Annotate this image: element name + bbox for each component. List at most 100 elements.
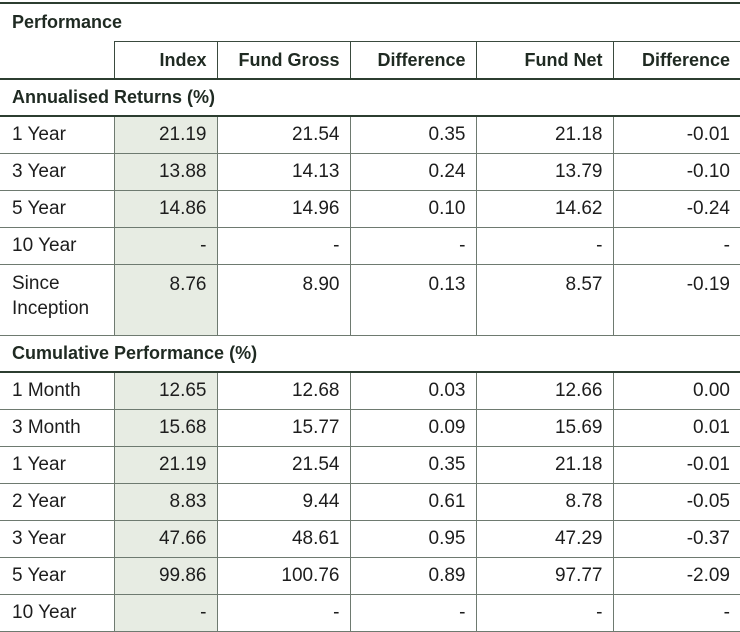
table-cell: 8.90 bbox=[216, 264, 350, 336]
table-cell: -0.01 bbox=[612, 446, 740, 484]
table-cell: 0.35 bbox=[349, 446, 476, 484]
table-cell: 99.86 bbox=[113, 557, 217, 595]
table-cell: 0.95 bbox=[349, 520, 476, 558]
table-cell: -0.24 bbox=[612, 190, 740, 228]
table-row: Since Inception 8.76 8.90 0.13 8.57 -0.19 bbox=[0, 264, 740, 336]
table-cell: -0.37 bbox=[612, 520, 740, 558]
table-cell: 8.83 bbox=[113, 483, 217, 521]
table-row: 10 Year - - - - - bbox=[0, 227, 740, 265]
table-cell: 0.09 bbox=[349, 409, 476, 447]
table-cell: 21.54 bbox=[216, 446, 350, 484]
table-row: 5 Year 99.86 100.76 0.89 97.77 -2.09 bbox=[0, 557, 740, 595]
table-cell: 0.13 bbox=[349, 264, 476, 336]
table-cell: -0.19 bbox=[612, 264, 740, 336]
table-cell: - bbox=[216, 594, 350, 632]
row-label: 10 Year bbox=[0, 227, 114, 265]
table-cell: 21.18 bbox=[475, 116, 613, 154]
table-cell: 0.01 bbox=[612, 409, 740, 447]
row-label-line: Inception bbox=[12, 298, 90, 319]
table-cell: 0.61 bbox=[349, 483, 476, 521]
table-cell: 12.65 bbox=[113, 372, 217, 410]
table-row: 10 Year - - - - - bbox=[0, 594, 740, 632]
table-cell: 0.89 bbox=[349, 557, 476, 595]
table-cell: 100.76 bbox=[216, 557, 350, 595]
table-row: 3 Year 47.66 48.61 0.95 47.29 -0.37 bbox=[0, 520, 740, 558]
table-cell: 0.35 bbox=[349, 116, 476, 154]
table-cell: 12.68 bbox=[216, 372, 350, 410]
table-cell: - bbox=[475, 227, 613, 265]
row-label: 5 Year bbox=[0, 557, 114, 595]
header-row: Index Fund Gross Difference Fund Net Dif… bbox=[0, 41, 740, 80]
table-body: Annualised Returns (%) 1 Year 21.19 21.54 0.… bbox=[0, 79, 740, 632]
table-cell: 14.13 bbox=[216, 153, 350, 191]
table-cell: 47.29 bbox=[475, 520, 613, 558]
table-cell: 47.66 bbox=[113, 520, 217, 558]
panel-title: Performance bbox=[12, 12, 123, 32]
table-cell: -2.09 bbox=[612, 557, 740, 595]
table-cell: - bbox=[113, 594, 217, 632]
table-cell: 14.96 bbox=[216, 190, 350, 228]
row-label-line: Since bbox=[12, 273, 60, 294]
table-cell: 21.19 bbox=[113, 116, 217, 154]
table-cell: 0.03 bbox=[349, 372, 476, 410]
performance-table: Index Fund Gross Difference Fund Net Dif… bbox=[0, 41, 740, 632]
table-row: 3 Month 15.68 15.77 0.09 15.69 0.01 bbox=[0, 409, 740, 447]
table-cell: -0.10 bbox=[612, 153, 740, 191]
row-label: 2 Year bbox=[0, 483, 114, 521]
table-cell: 21.18 bbox=[475, 446, 613, 484]
table-cell: 0.10 bbox=[349, 190, 476, 228]
table-row: 1 Year 21.19 21.54 0.35 21.18 -0.01 bbox=[0, 446, 740, 484]
header-fund-gross: Fund Gross bbox=[216, 41, 350, 80]
table-cell: 8.57 bbox=[475, 264, 613, 336]
row-label: 5 Year bbox=[0, 190, 114, 228]
table-row: 2 Year 8.83 9.44 0.61 8.78 -0.05 bbox=[0, 483, 740, 521]
table-cell: 14.62 bbox=[475, 190, 613, 228]
table-cell: 12.66 bbox=[475, 372, 613, 410]
header-fund-net: Fund Net bbox=[475, 41, 613, 80]
table-cell: - bbox=[612, 594, 740, 632]
row-label: 3 Year bbox=[0, 520, 114, 558]
table-cell: - bbox=[612, 227, 740, 265]
header-difference-gross: Difference bbox=[349, 41, 476, 80]
table-cell: - bbox=[349, 594, 476, 632]
table-cell: - bbox=[349, 227, 476, 265]
table-cell: -0.05 bbox=[612, 483, 740, 521]
table-cell: - bbox=[475, 594, 613, 632]
row-label: 1 Year bbox=[0, 446, 114, 484]
table-row: 1 Year 21.19 21.54 0.35 21.18 -0.01 bbox=[0, 116, 740, 154]
table-cell: 15.68 bbox=[113, 409, 217, 447]
row-label: 3 Month bbox=[0, 409, 114, 447]
table-cell: 21.19 bbox=[113, 446, 217, 484]
table-cell: 13.79 bbox=[475, 153, 613, 191]
table-cell: 8.76 bbox=[113, 264, 217, 336]
row-label: Since Inception bbox=[0, 264, 114, 336]
header-difference-net: Difference bbox=[612, 41, 740, 80]
table-row: 1 Month 12.65 12.68 0.03 12.66 0.00 bbox=[0, 372, 740, 410]
table-cell: 48.61 bbox=[216, 520, 350, 558]
row-label: 10 Year bbox=[0, 594, 114, 632]
table-cell: -0.01 bbox=[612, 116, 740, 154]
table-row: 5 Year 14.86 14.96 0.10 14.62 -0.24 bbox=[0, 190, 740, 228]
row-label: 1 Year bbox=[0, 116, 114, 154]
table-row: 3 Year 13.88 14.13 0.24 13.79 -0.10 bbox=[0, 153, 740, 191]
top-rule bbox=[0, 2, 740, 4]
header-index: Index bbox=[113, 41, 217, 80]
header-blank bbox=[0, 41, 114, 80]
section-heading-row: Annualised Returns (%) bbox=[0, 79, 740, 117]
row-label: 1 Month bbox=[0, 372, 114, 410]
section-heading: Cumulative Performance (%) bbox=[0, 335, 740, 373]
table-cell: 0.24 bbox=[349, 153, 476, 191]
table-cell: 15.69 bbox=[475, 409, 613, 447]
section-heading: Annualised Returns (%) bbox=[0, 79, 740, 117]
table-cell: 15.77 bbox=[216, 409, 350, 447]
table-cell: 9.44 bbox=[216, 483, 350, 521]
section-heading-row: Cumulative Performance (%) bbox=[0, 335, 740, 373]
table-cell: - bbox=[113, 227, 217, 265]
table-cell: - bbox=[216, 227, 350, 265]
table-cell: 14.86 bbox=[113, 190, 217, 228]
table-cell: 13.88 bbox=[113, 153, 217, 191]
table-cell: 0.00 bbox=[612, 372, 740, 410]
row-label: 3 Year bbox=[0, 153, 114, 191]
table-cell: 21.54 bbox=[216, 116, 350, 154]
